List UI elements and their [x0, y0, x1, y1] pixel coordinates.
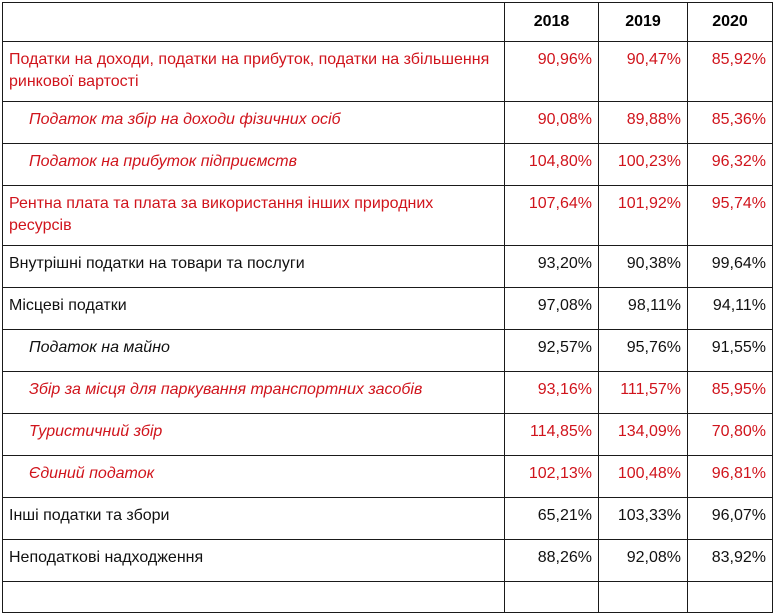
value-2018: 90,96% — [504, 41, 599, 102]
table-row: Податки на доходи, податки на прибуток, … — [2, 41, 773, 102]
value-2020: 85,36% — [687, 101, 773, 144]
value-2019: 103,33% — [598, 497, 688, 540]
table-row: Податок та збір на доходи фізичних осіб … — [2, 101, 773, 144]
table-row: Податок на прибуток підприємств 104,80% … — [2, 143, 773, 186]
value-2019: 100,23% — [598, 143, 688, 186]
value-2018: 114,85% — [504, 413, 599, 456]
table-row: Внутрішні податки на товари та послуги 9… — [2, 245, 773, 288]
header-year-2019: 2019 — [598, 2, 688, 42]
value-2018: 93,20% — [504, 245, 599, 288]
value-2019: 100,48% — [598, 455, 688, 498]
empty-cell — [2, 581, 505, 613]
table-row: Туристичний збір 114,85% 134,09% 70,80% — [2, 413, 773, 456]
value-2018: 88,26% — [504, 539, 599, 582]
row-label: Місцеві податки — [2, 287, 505, 330]
value-2020: 96,81% — [687, 455, 773, 498]
value-2020: 83,92% — [687, 539, 773, 582]
value-2019: 111,57% — [598, 371, 688, 414]
value-2019: 98,11% — [598, 287, 688, 330]
value-2018: 92,57% — [504, 329, 599, 372]
value-2019: 92,08% — [598, 539, 688, 582]
value-2020: 96,07% — [687, 497, 773, 540]
value-2018: 107,64% — [504, 185, 599, 246]
value-2020: 85,92% — [687, 41, 773, 102]
table-row: Неподаткові надходження 88,26% 92,08% 83… — [2, 539, 773, 582]
header-row: 2018 2019 2020 — [2, 2, 773, 42]
table-row: Податок на майно 92,57% 95,76% 91,55% — [2, 329, 773, 372]
table-row: Збір за місця для паркування транспортни… — [2, 371, 773, 414]
table-row: Місцеві податки 97,08% 98,11% 94,11% — [2, 287, 773, 330]
row-label: Єдиний податок — [2, 455, 505, 498]
value-2018: 90,08% — [504, 101, 599, 144]
value-2019: 90,47% — [598, 41, 688, 102]
empty-cell — [687, 581, 773, 613]
header-corner — [2, 2, 505, 42]
empty-cell — [598, 581, 688, 613]
row-label: Неподаткові надходження — [2, 539, 505, 582]
value-2020: 99,64% — [687, 245, 773, 288]
value-2018: 97,08% — [504, 287, 599, 330]
value-2018: 104,80% — [504, 143, 599, 186]
table-row — [2, 581, 773, 613]
row-label: Податок на прибуток підприємств — [2, 143, 505, 186]
empty-cell — [504, 581, 599, 613]
value-2018: 65,21% — [504, 497, 599, 540]
value-2019: 101,92% — [598, 185, 688, 246]
table-row: Інші податки та збори 65,21% 103,33% 96,… — [2, 497, 773, 540]
value-2020: 96,32% — [687, 143, 773, 186]
value-2020: 91,55% — [687, 329, 773, 372]
row-label: Рентна плата та плата за використання ін… — [2, 185, 505, 246]
header-year-2020: 2020 — [687, 2, 773, 42]
row-label: Податок на майно — [2, 329, 505, 372]
row-label: Туристичний збір — [2, 413, 505, 456]
row-label: Збір за місця для паркування транспортни… — [2, 371, 505, 414]
value-2019: 89,88% — [598, 101, 688, 144]
row-label: Внутрішні податки на товари та послуги — [2, 245, 505, 288]
table-row: Єдиний податок 102,13% 100,48% 96,81% — [2, 455, 773, 498]
value-2020: 95,74% — [687, 185, 773, 246]
value-2020: 70,80% — [687, 413, 773, 456]
row-label: Податок та збір на доходи фізичних осіб — [2, 101, 505, 144]
value-2019: 134,09% — [598, 413, 688, 456]
row-label: Інші податки та збори — [2, 497, 505, 540]
value-2020: 85,95% — [687, 371, 773, 414]
value-2019: 95,76% — [598, 329, 688, 372]
header-year-2018: 2018 — [504, 2, 599, 42]
value-2020: 94,11% — [687, 287, 773, 330]
value-2019: 90,38% — [598, 245, 688, 288]
table-row: Рентна плата та плата за використання ін… — [2, 185, 773, 246]
value-2018: 102,13% — [504, 455, 599, 498]
value-2018: 93,16% — [504, 371, 599, 414]
row-label: Податки на доходи, податки на прибуток, … — [2, 41, 505, 102]
